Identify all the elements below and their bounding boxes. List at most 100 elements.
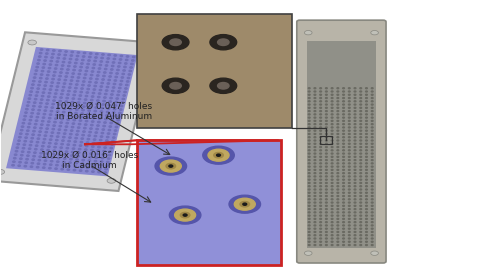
Circle shape	[343, 176, 345, 177]
Circle shape	[337, 215, 339, 216]
Circle shape	[337, 186, 339, 187]
Circle shape	[320, 218, 322, 219]
Circle shape	[45, 156, 48, 158]
Circle shape	[360, 133, 361, 134]
Circle shape	[354, 107, 356, 108]
Circle shape	[314, 202, 316, 203]
Circle shape	[12, 164, 14, 166]
Circle shape	[120, 109, 122, 110]
Circle shape	[95, 107, 97, 108]
Polygon shape	[0, 32, 155, 191]
Circle shape	[64, 155, 67, 156]
Circle shape	[320, 124, 322, 125]
Circle shape	[35, 123, 37, 125]
Circle shape	[53, 75, 55, 76]
Circle shape	[348, 176, 350, 177]
Circle shape	[31, 163, 34, 164]
Circle shape	[99, 64, 102, 66]
Circle shape	[366, 114, 367, 115]
Circle shape	[314, 241, 316, 242]
Circle shape	[214, 152, 223, 158]
Circle shape	[25, 108, 28, 110]
Circle shape	[320, 114, 322, 115]
Circle shape	[348, 238, 350, 239]
Circle shape	[71, 155, 73, 156]
Circle shape	[63, 133, 66, 134]
Circle shape	[25, 162, 27, 163]
Circle shape	[94, 60, 96, 62]
Circle shape	[366, 238, 367, 239]
Circle shape	[25, 112, 27, 113]
Circle shape	[46, 153, 48, 154]
Circle shape	[343, 111, 345, 112]
Circle shape	[320, 244, 322, 246]
Circle shape	[39, 106, 41, 107]
Circle shape	[348, 163, 350, 164]
Circle shape	[354, 143, 356, 144]
Circle shape	[343, 114, 345, 115]
Circle shape	[87, 63, 89, 65]
Circle shape	[70, 158, 72, 160]
Circle shape	[75, 138, 77, 139]
Circle shape	[175, 209, 196, 221]
Circle shape	[55, 143, 57, 144]
Circle shape	[314, 104, 316, 105]
Circle shape	[320, 91, 322, 92]
Circle shape	[348, 133, 350, 134]
Circle shape	[102, 54, 104, 55]
Circle shape	[372, 209, 373, 210]
Circle shape	[372, 205, 373, 206]
Circle shape	[348, 143, 350, 144]
Circle shape	[314, 160, 316, 161]
Circle shape	[76, 159, 78, 160]
Circle shape	[348, 91, 350, 92]
Circle shape	[308, 169, 310, 170]
Circle shape	[81, 113, 84, 114]
Circle shape	[63, 83, 66, 84]
Circle shape	[372, 186, 373, 187]
Circle shape	[337, 156, 339, 157]
Circle shape	[308, 101, 310, 102]
Circle shape	[56, 111, 59, 112]
Circle shape	[372, 133, 373, 134]
Circle shape	[55, 89, 58, 91]
Circle shape	[320, 153, 322, 154]
Circle shape	[58, 129, 60, 130]
Circle shape	[95, 82, 97, 83]
Circle shape	[102, 129, 105, 130]
Circle shape	[47, 150, 49, 151]
Circle shape	[360, 199, 361, 200]
Circle shape	[343, 241, 345, 242]
Circle shape	[325, 160, 327, 161]
Circle shape	[52, 53, 54, 55]
Circle shape	[29, 119, 32, 121]
Circle shape	[67, 69, 69, 70]
Circle shape	[42, 92, 45, 93]
Circle shape	[18, 165, 20, 166]
Circle shape	[366, 169, 367, 170]
Circle shape	[325, 130, 327, 131]
Circle shape	[73, 119, 75, 121]
Circle shape	[91, 149, 93, 151]
Circle shape	[308, 222, 310, 223]
Circle shape	[348, 189, 350, 190]
Circle shape	[58, 158, 60, 159]
Circle shape	[343, 179, 345, 180]
Circle shape	[108, 133, 110, 134]
Circle shape	[84, 52, 86, 54]
Circle shape	[320, 163, 322, 164]
Circle shape	[91, 96, 94, 97]
Circle shape	[372, 218, 373, 219]
Circle shape	[83, 56, 85, 57]
Circle shape	[48, 71, 50, 72]
Circle shape	[100, 136, 103, 137]
Circle shape	[48, 92, 51, 94]
Circle shape	[92, 121, 94, 122]
Circle shape	[314, 94, 316, 95]
Circle shape	[337, 205, 339, 206]
Circle shape	[43, 163, 46, 165]
Circle shape	[320, 241, 322, 242]
Circle shape	[308, 150, 310, 151]
Circle shape	[331, 169, 333, 170]
Circle shape	[308, 104, 310, 105]
